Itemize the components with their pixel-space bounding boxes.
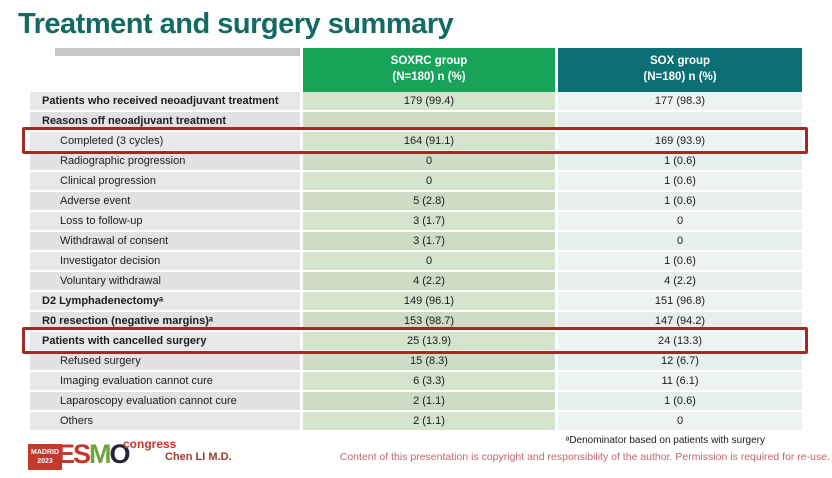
year-label: 2023 <box>37 458 53 465</box>
row-label: Voluntary withdrawal <box>30 272 300 292</box>
sox-value: 169 (93.9) <box>555 132 802 152</box>
esmo-letters-es: ES <box>57 439 91 469</box>
soxrc-value: 25 (13.9) <box>300 332 555 352</box>
esmo-congress-logo: MADRID 2023 ESMO congress <box>28 437 176 473</box>
soxrc-value: 5 (2.8) <box>300 192 555 212</box>
sox-value: 11 (6.1) <box>555 372 802 392</box>
sox-value: 1 (0.6) <box>555 192 802 212</box>
sox-value: 1 (0.6) <box>555 152 802 172</box>
table-row: Voluntary withdrawal 4 (2.2) 4 (2.2) <box>30 272 802 292</box>
soxrc-value: 0 <box>300 252 555 272</box>
header-soxrc-line1: SOXRC group <box>390 55 468 68</box>
sox-value: 151 (96.8) <box>555 292 802 312</box>
sox-value: 1 (0.6) <box>555 252 802 272</box>
row-label: Adverse event <box>30 192 300 212</box>
denominator-footnote: ᵃDenominator based on patients with surg… <box>565 435 765 446</box>
table-row: Completed (3 cycles) 164 (91.1) 169 (93.9) <box>30 132 802 152</box>
table-row: Reasons off neoadjuvant treatment <box>30 112 802 132</box>
soxrc-value: 3 (1.7) <box>300 232 555 252</box>
table-row: Laparoscopy evaluation cannot cure 2 (1.1… <box>30 392 802 412</box>
esmo-wordmark: ESMO <box>57 439 131 470</box>
table-row: Imaging evaluation cannot cure 6 (3.3) 11 … <box>30 372 802 392</box>
table-row: Refused surgery 15 (8.3) 12 (6.7) <box>30 352 802 372</box>
table-row: R0 resection (negative margins)ᵃ 153 (98.… <box>30 312 802 332</box>
sox-value: 12 (6.7) <box>555 352 802 372</box>
header-sox-line1: SOX group <box>649 55 711 68</box>
header-label-cell <box>30 48 300 92</box>
row-label: Investigator decision <box>30 252 300 272</box>
row-label: Reasons off neoadjuvant treatment <box>30 112 300 132</box>
author-name: Chen LI M.D. <box>165 451 232 463</box>
soxrc-value: 2 (1.1) <box>300 392 555 412</box>
table-row: Others 2 (1.1) 0 <box>30 412 802 432</box>
header-sox-line2: (N=180) n (%) <box>643 71 717 83</box>
row-label: Imaging evaluation cannot cure <box>30 372 300 392</box>
table-body: Patients who received neoadjuvant treatm… <box>30 92 802 432</box>
sox-value <box>555 112 802 132</box>
sox-value: 1 (0.6) <box>555 172 802 192</box>
soxrc-value: 153 (98.7) <box>300 312 555 332</box>
madrid-2023-badge: MADRID 2023 <box>28 444 62 470</box>
soxrc-value: 3 (1.7) <box>300 212 555 232</box>
soxrc-value: 6 (3.3) <box>300 372 555 392</box>
esmo-letter-m: M <box>89 439 111 469</box>
header-gray-bar <box>55 48 300 56</box>
madrid-label: MADRID <box>31 448 59 456</box>
copyright-notice: Content of this presentation is copyrigh… <box>339 451 830 463</box>
soxrc-value: 0 <box>300 172 555 192</box>
slide-title: Treatment and surgery summary <box>18 8 454 40</box>
soxrc-value: 179 (99.4) <box>300 92 555 112</box>
table-header-row: SOXRC group (N=180) n (%) SOX group (N=1… <box>30 48 802 92</box>
sox-value: 147 (94.2) <box>555 312 802 332</box>
esmo-letter-o: O <box>109 439 131 469</box>
congress-label: congress <box>123 437 177 451</box>
row-label: Patients who received neoadjuvant treatm… <box>30 92 300 112</box>
row-label: Loss to follow-up <box>30 212 300 232</box>
sox-value: 24 (13.3) <box>555 332 802 352</box>
row-label: Others <box>30 412 300 432</box>
sox-value: 0 <box>555 412 802 432</box>
sox-value: 0 <box>555 232 802 252</box>
summary-table: SOXRC group (N=180) n (%) SOX group (N=1… <box>30 48 802 432</box>
row-label: R0 resection (negative margins)ᵃ <box>30 312 300 332</box>
row-label: Withdrawal of consent <box>30 232 300 252</box>
table-row: Adverse event 5 (2.8) 1 (0.6) <box>30 192 802 212</box>
sox-value: 1 (0.6) <box>555 392 802 412</box>
table-row: Withdrawal of consent 3 (1.7) 0 <box>30 232 802 252</box>
header-soxrc-line2: (N=180) n (%) <box>392 71 466 83</box>
soxrc-value: 0 <box>300 152 555 172</box>
soxrc-value: 2 (1.1) <box>300 412 555 432</box>
sox-value: 4 (2.2) <box>555 272 802 292</box>
soxrc-value <box>300 112 555 132</box>
row-label: Patients with cancelled surgery <box>30 332 300 352</box>
table-row: Investigator decision 0 1 (0.6) <box>30 252 802 272</box>
table-row: Loss to follow-up 3 (1.7) 0 <box>30 212 802 232</box>
soxrc-value: 164 (91.1) <box>300 132 555 152</box>
row-label: Refused surgery <box>30 352 300 372</box>
row-label: D2 Lymphadenectomyᵃ <box>30 292 300 312</box>
header-sox-group: SOX group (N=180) n (%) <box>555 48 802 92</box>
table-row: D2 Lymphadenectomyᵃ 149 (96.1) 151 (96.8) <box>30 292 802 312</box>
header-soxrc-group: SOXRC group (N=180) n (%) <box>300 48 555 92</box>
row-label: Completed (3 cycles) <box>30 132 300 152</box>
row-label: Clinical progression <box>30 172 300 192</box>
sox-value: 177 (98.3) <box>555 92 802 112</box>
table-row: Clinical progression 0 1 (0.6) <box>30 172 802 192</box>
table-row: Patients with cancelled surgery 25 (13.9)… <box>30 332 802 352</box>
row-label: Radiographic progression <box>30 152 300 172</box>
sox-value: 0 <box>555 212 802 232</box>
soxrc-value: 15 (8.3) <box>300 352 555 372</box>
table-row: Patients who received neoadjuvant treatm… <box>30 92 802 112</box>
row-label: Laparoscopy evaluation cannot cure <box>30 392 300 412</box>
soxrc-value: 4 (2.2) <box>300 272 555 292</box>
soxrc-value: 149 (96.1) <box>300 292 555 312</box>
table-row: Radiographic progression 0 1 (0.6) <box>30 152 802 172</box>
